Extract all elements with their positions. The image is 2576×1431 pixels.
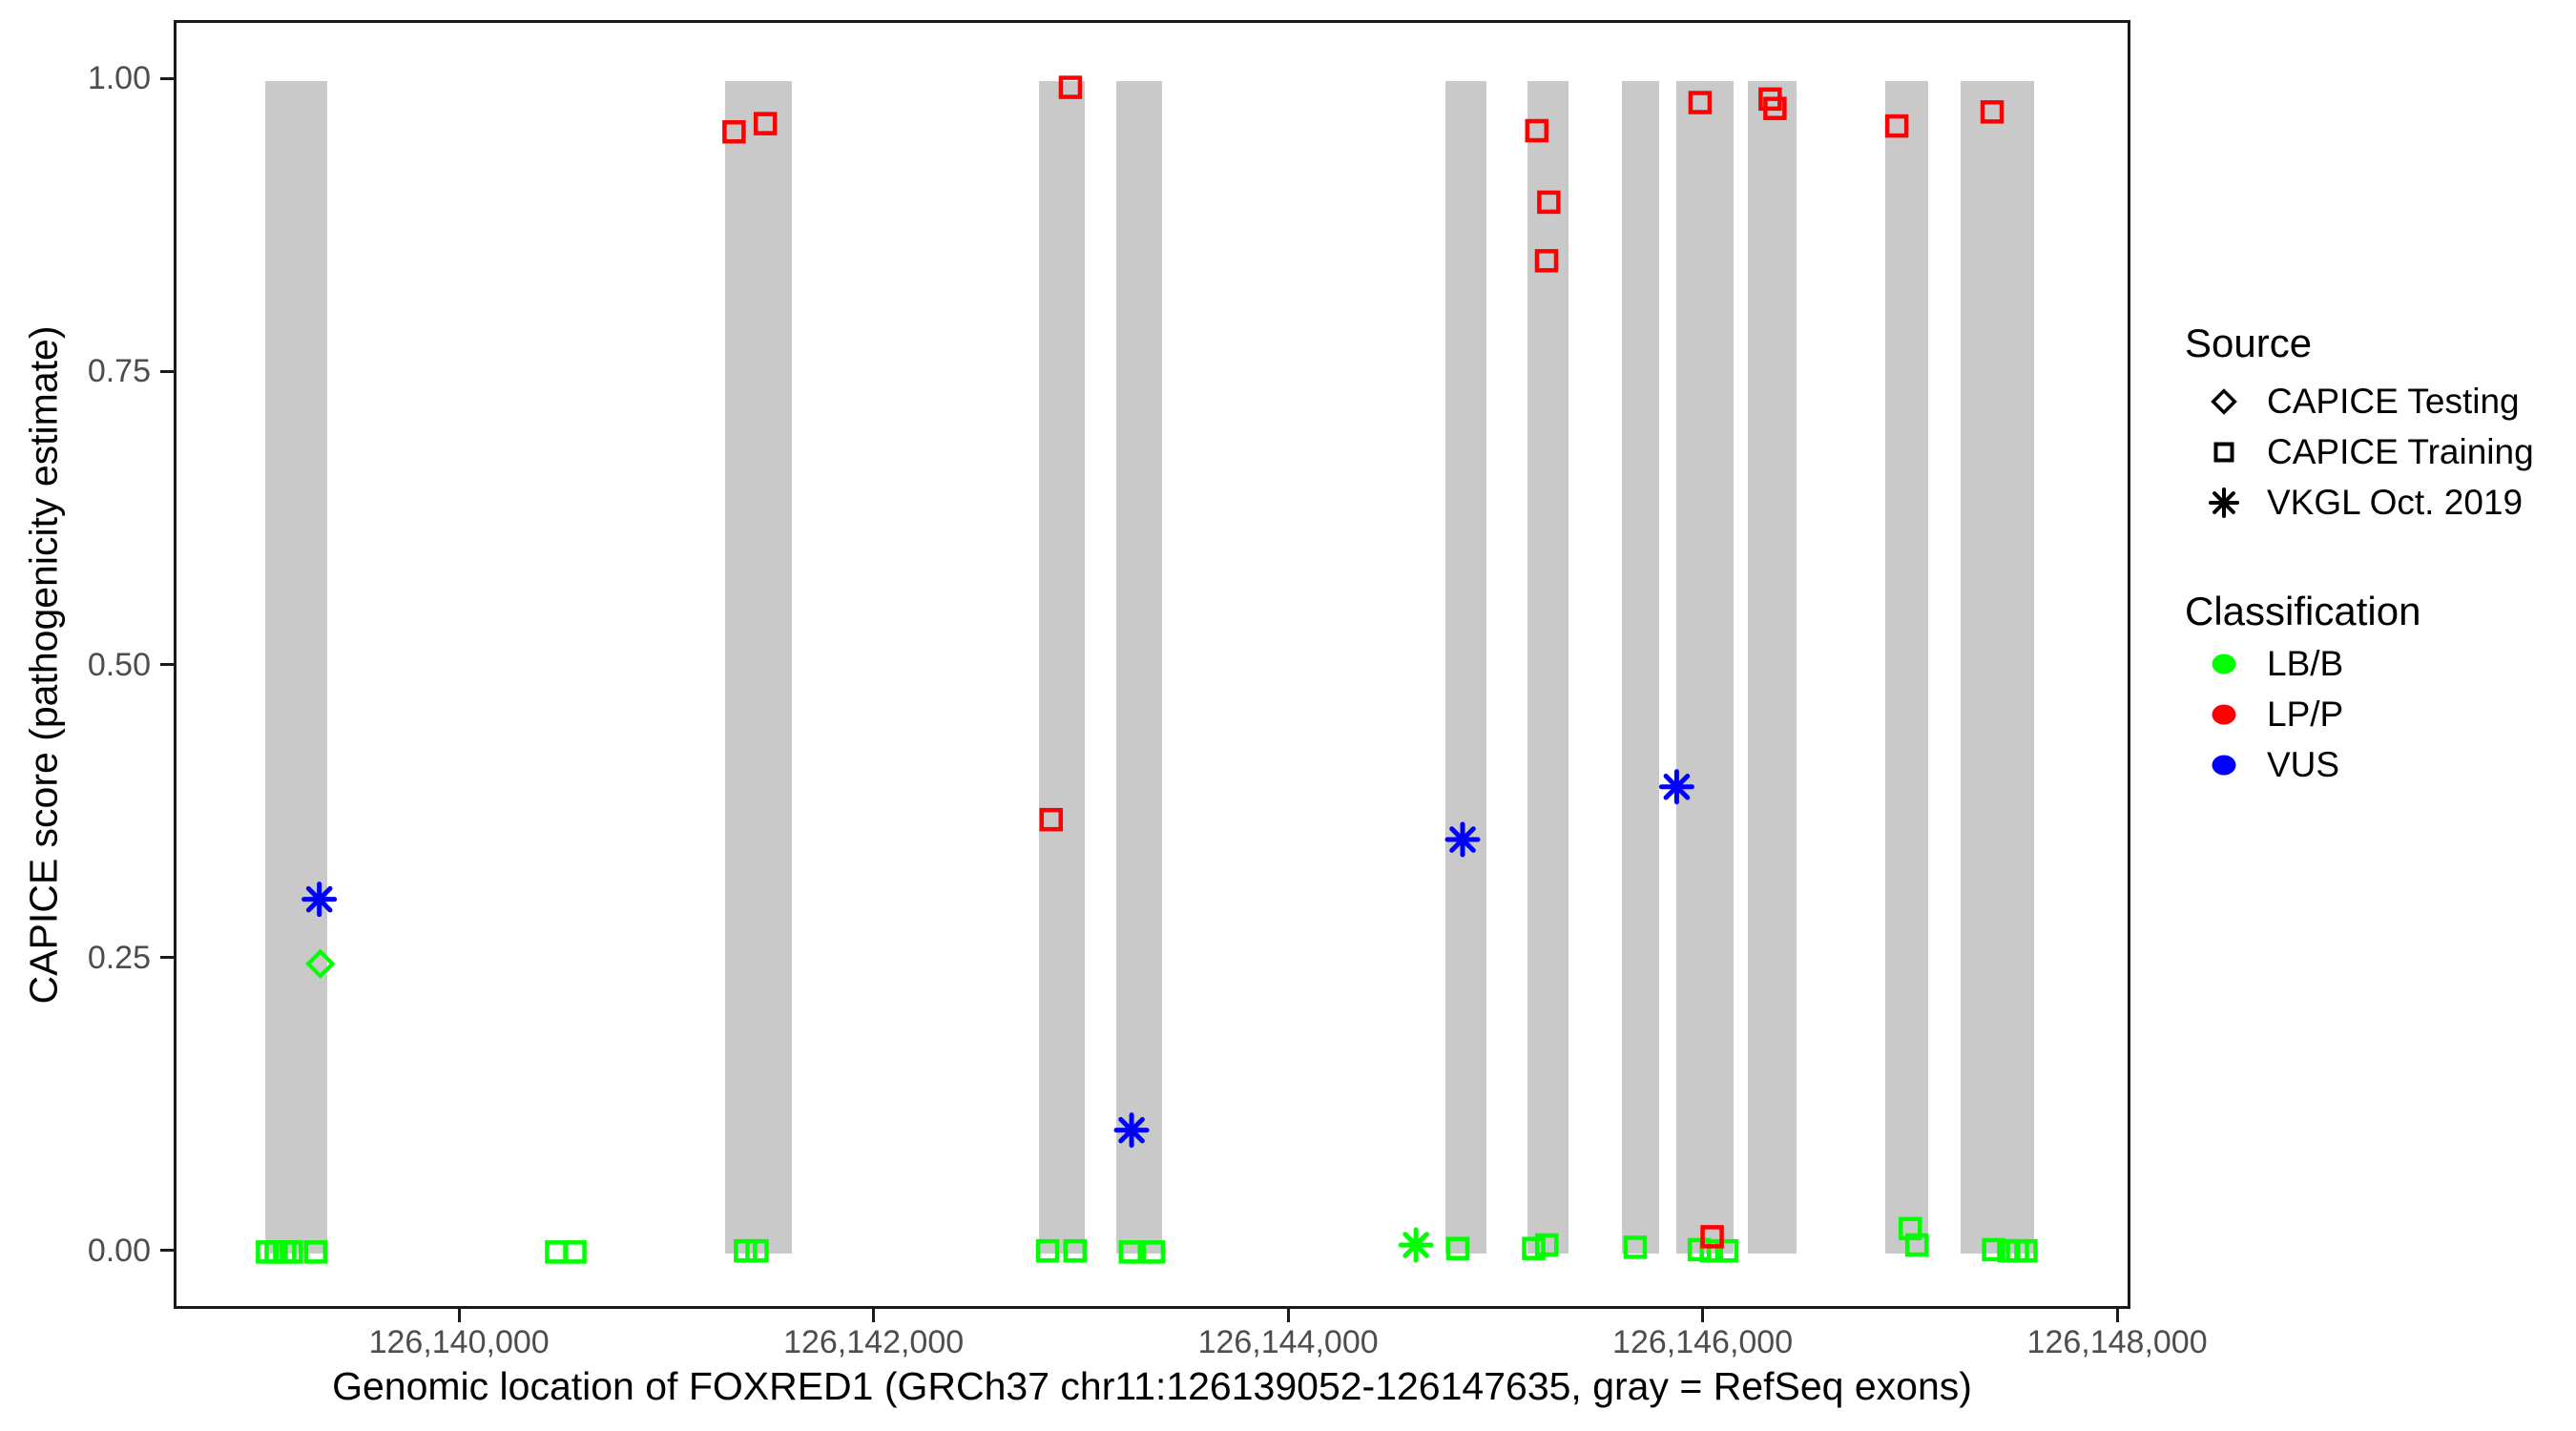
legend-item-label: VKGL Oct. 2019 [2267,482,2524,522]
diamond-icon [2211,387,2237,415]
y-tick-label: 0.00 [87,1232,151,1269]
data-point-square [1763,96,1787,120]
legend-item-capice-training: CAPICE Training [2185,426,2534,477]
exon-bar [1885,81,1929,1254]
exon-bar [1445,81,1487,1254]
exon-bar [1961,81,2035,1254]
dot-icon [2212,755,2236,775]
x-tick-label: 126,146,000 [1612,1324,1794,1360]
legend-item-lbb: LB/B [2185,638,2534,689]
data-point-square [1700,1225,1724,1249]
x-tick-mark [1701,1309,1705,1322]
data-point-square [1141,1240,1166,1264]
data-point-square [1884,114,1909,138]
legend-symbol-cell [2185,694,2263,736]
data-point-asterisk [1658,769,1694,805]
data-point-square [563,1240,587,1264]
data-point-square [722,119,746,144]
data-point-square [1445,1236,1470,1260]
exon-bar [265,81,328,1254]
data-point-square [1714,1238,1739,1263]
data-point-square [1699,1238,1723,1263]
legend-symbol-cell [2185,744,2263,786]
legend-item-vkgl: VKGL Oct. 2019 [2185,477,2534,528]
x-axis-title: Genomic location of FOXRED1 (GRCh37 chr1… [332,1364,1972,1408]
x-tick-label: 126,144,000 [1197,1324,1379,1360]
y-tick-label: 0.75 [87,353,151,390]
data-point-square [1525,118,1549,143]
dot-icon [2212,704,2236,724]
legend-source-title: Source [2185,321,2313,365]
legend-item-lpp: LP/P [2185,689,2534,739]
y-tick-label: 0.25 [87,939,151,976]
data-point-square [1534,249,1559,273]
x-tick-mark [872,1309,876,1322]
data-point-square [1039,807,1064,832]
y-tick-mark [160,956,174,960]
data-point-square [1623,1235,1648,1259]
dot-icon [2212,653,2236,674]
x-tick-label: 126,142,000 [783,1324,965,1360]
square-icon [2213,442,2234,462]
legend-item-label: CAPICE Testing [2267,381,2520,421]
data-points-layer [256,75,2038,1264]
exon-bar [1676,81,1735,1254]
data-point-square [1982,1237,2005,1262]
data-point-asterisk [1113,1112,1150,1149]
data-point-square [1980,100,2005,124]
exon-bar [1039,81,1085,1254]
legend-symbol-cell [2185,381,2263,423]
exon-bar [1622,81,1660,1254]
y-tick-mark [160,369,174,373]
y-tick-mark [160,1249,174,1253]
data-point-square [1537,190,1561,215]
legend-symbol-cell [2185,482,2263,524]
x-tick-mark [2115,1309,2119,1322]
data-point-square [280,1240,303,1264]
asterisk-icon [2209,487,2239,518]
legend-item-label: CAPICE Training [2267,431,2534,471]
data-point-square [1534,1233,1559,1257]
legend-item-label: LP/P [2267,694,2344,734]
exon-bar [725,81,793,1254]
data-point-square [1063,1238,1088,1263]
legend-symbol-cell [2185,643,2263,685]
data-point-square [1058,75,1083,99]
data-point-square [753,112,778,135]
y-tick-mark [160,76,174,80]
legend-item-vus: VUS [2185,739,2534,790]
x-tick-mark [457,1309,461,1322]
legend-item-capice-testing: CAPICE Testing [2185,376,2534,426]
plot-panel [174,20,2130,1309]
legend-item-label: VUS [2267,744,2340,784]
data-point-square [1898,1216,1922,1241]
exon-bar [1748,81,1797,1254]
legend-classification-title: Classification [2185,589,2421,633]
data-point-square [1118,1240,1143,1264]
x-tick-mark [1286,1309,1290,1322]
data-point-diamond [305,948,336,979]
legend-symbol-cell [2185,431,2263,473]
x-tick-label: 126,148,000 [2026,1324,2208,1360]
data-point-asterisk [1398,1227,1434,1263]
legend-spacer [2185,528,2534,589]
data-point-asterisk [301,881,338,918]
data-point-square [2014,1238,2038,1263]
y-tick-mark [160,663,174,666]
y-tick-label: 1.00 [87,60,151,97]
data-point-asterisk [1444,821,1481,858]
legend-item-label: LB/B [2267,643,2344,683]
data-point-square [1687,1237,1712,1262]
x-tick-label: 126,140,000 [368,1324,550,1360]
y-tick-label: 0.50 [87,646,151,683]
exon-bar [1527,81,1569,1254]
legend: Source CAPICE Testing CAPICE Training [2185,321,2534,790]
data-point-square [1688,91,1713,114]
data-point-square [1904,1233,1929,1257]
data-point-square [1522,1236,1546,1260]
data-point-square [745,1238,769,1263]
exon-bar [1115,81,1162,1254]
data-point-square [1035,1238,1060,1263]
data-point-square [303,1240,328,1264]
